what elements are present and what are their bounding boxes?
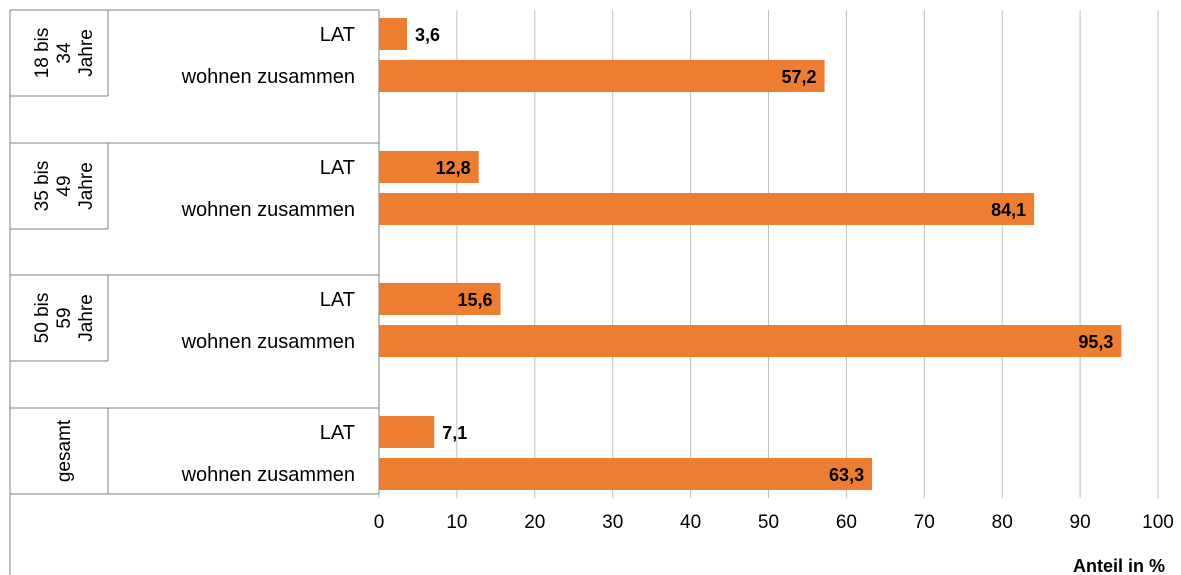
group-label: 35 bis49Jahre — [32, 161, 97, 212]
group-label-line: 35 bis — [32, 161, 53, 212]
group-label-line: 59 — [54, 307, 75, 328]
bar — [379, 416, 435, 448]
category-label: LAT — [320, 289, 355, 311]
bars — [379, 18, 1122, 490]
x-tick-label: 80 — [992, 512, 1013, 533]
group-label-line: 34 — [54, 42, 75, 64]
bar — [379, 193, 1035, 225]
x-tick-label: 10 — [446, 512, 467, 533]
group-label-line: 49 — [54, 175, 75, 196]
category-label: wohnen zusammen — [181, 199, 355, 221]
category-label: wohnen zusammen — [181, 66, 355, 88]
data-label: 57,2 — [782, 67, 817, 87]
category-label: wohnen zusammen — [181, 464, 355, 486]
bar — [379, 151, 479, 183]
bar — [379, 60, 825, 92]
bar — [379, 458, 873, 490]
data-label: 7,1 — [442, 423, 467, 443]
data-label: 84,1 — [991, 200, 1026, 220]
category-label: LAT — [320, 157, 355, 179]
category-label: LAT — [320, 422, 355, 444]
category-label: wohnen zusammen — [181, 331, 355, 353]
x-tick-label: 70 — [914, 512, 935, 533]
group-label-line: 18 bis — [32, 28, 53, 79]
x-tick-label: 50 — [758, 512, 779, 533]
bar — [379, 325, 1122, 357]
x-tick-label: 20 — [524, 512, 545, 533]
group-label-line: 50 bis — [32, 293, 53, 344]
data-label: 63,3 — [829, 465, 864, 485]
x-tick-label: 0 — [374, 512, 385, 533]
group-label: 18 bis34Jahre — [32, 28, 97, 79]
bar — [379, 18, 408, 50]
group-label-line: Jahre — [76, 294, 97, 342]
x-tick-label: 40 — [680, 512, 701, 533]
data-label: 15,6 — [457, 290, 492, 310]
x-tick-label: 100 — [1142, 512, 1174, 533]
x-tick-label: 30 — [602, 512, 623, 533]
data-label: 12,8 — [436, 158, 471, 178]
bar — [379, 283, 501, 315]
group-label-line: gesamt — [54, 419, 75, 482]
group-label-line: Jahre — [76, 162, 97, 210]
group-label: 50 bis59Jahre — [32, 293, 97, 344]
x-tick-label: 60 — [836, 512, 857, 533]
data-label: 95,3 — [1078, 332, 1113, 352]
x-tick-label: 90 — [1070, 512, 1091, 533]
category-label: LAT — [320, 24, 355, 46]
group-label: gesamt — [54, 419, 75, 482]
group-label-line: Jahre — [76, 29, 97, 77]
data-label: 3,6 — [415, 25, 440, 45]
x-axis-title: Anteil in % — [1073, 556, 1165, 575]
